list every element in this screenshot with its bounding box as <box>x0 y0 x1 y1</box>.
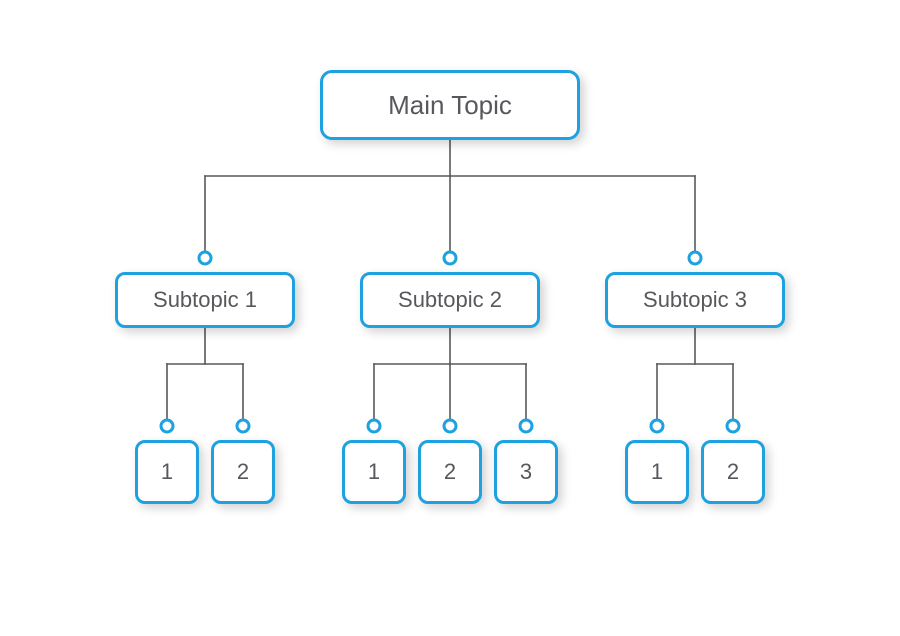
node-label: 2 <box>444 459 456 485</box>
node-leaf-s3-2: 2 <box>701 440 765 504</box>
node-leaf-s1-2: 2 <box>211 440 275 504</box>
node-main-topic: Main Topic <box>320 70 580 140</box>
node-label: 3 <box>520 459 532 485</box>
node-label: 1 <box>368 459 380 485</box>
node-label: Main Topic <box>388 90 512 121</box>
node-label: Subtopic 1 <box>153 287 257 313</box>
node-subtopic-1: Subtopic 1 <box>115 272 295 328</box>
node-leaf-s1-1: 1 <box>135 440 199 504</box>
node-leaf-s2-2: 2 <box>418 440 482 504</box>
node-label: 2 <box>727 459 739 485</box>
node-label: 1 <box>161 459 173 485</box>
node-subtopic-2: Subtopic 2 <box>360 272 540 328</box>
node-label: 2 <box>237 459 249 485</box>
node-leaf-s2-3: 3 <box>494 440 558 504</box>
node-label: Subtopic 2 <box>398 287 502 313</box>
node-leaf-s3-1: 1 <box>625 440 689 504</box>
node-leaf-s2-1: 1 <box>342 440 406 504</box>
node-label: 1 <box>651 459 663 485</box>
node-subtopic-3: Subtopic 3 <box>605 272 785 328</box>
tree-diagram: Main Topic Subtopic 1 Subtopic 2 Subtopi… <box>0 0 900 636</box>
node-label: Subtopic 3 <box>643 287 747 313</box>
